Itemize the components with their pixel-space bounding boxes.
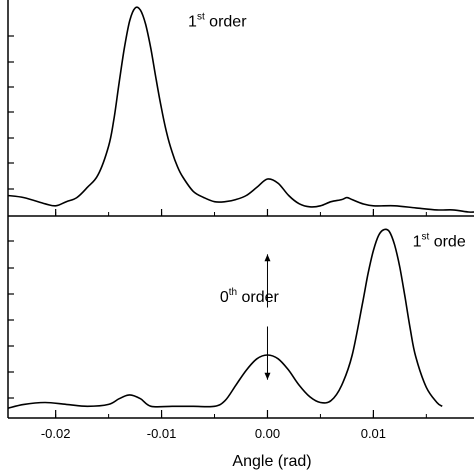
order-annotation: 0th order <box>220 287 280 306</box>
x-tick-label: 0.01 <box>361 426 386 441</box>
order-annotation: 1st order <box>188 12 247 31</box>
top-panel: 1st order <box>7 6 474 213</box>
arrow-head <box>264 372 271 380</box>
x-axis-label: Angle (rad) <box>232 453 311 470</box>
plot-frame <box>7 0 474 419</box>
series-line <box>7 6 474 213</box>
x-tick-label: -0.02 <box>41 426 71 441</box>
order-annotation: 1st orde <box>413 232 466 251</box>
series-line <box>7 228 443 409</box>
x-tick-label: 0.00 <box>255 426 280 441</box>
x-axis: -0.02-0.010.000.010 <box>41 209 427 441</box>
arrow-head <box>264 254 271 262</box>
bottom-panel: 1st orde 0th order <box>7 228 466 409</box>
x-tick-label: -0.01 <box>147 426 177 441</box>
